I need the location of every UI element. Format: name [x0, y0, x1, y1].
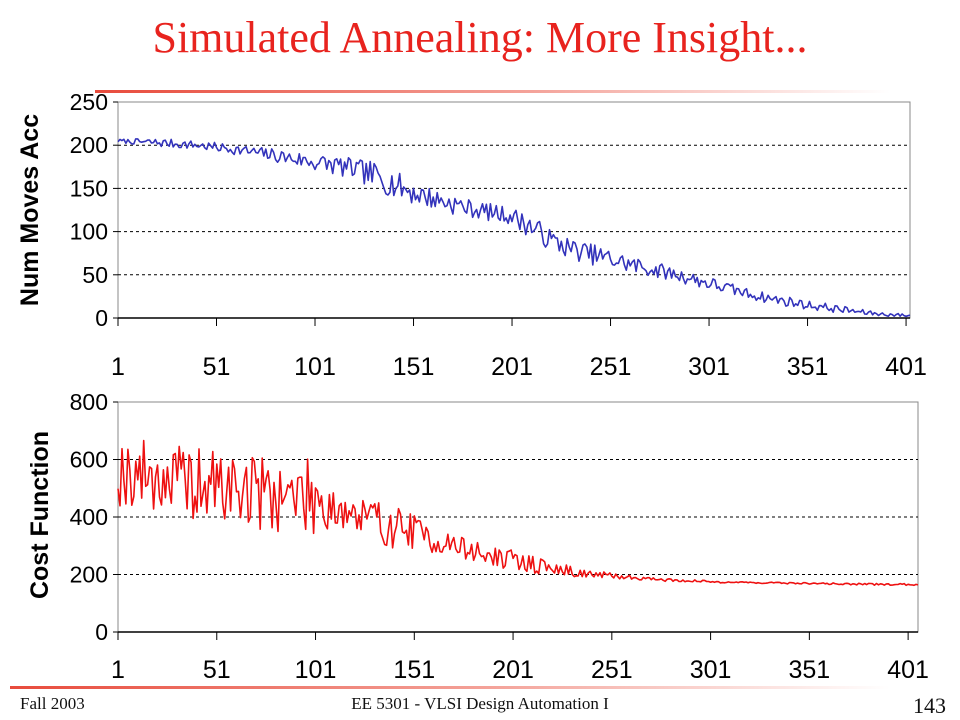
y-tick-label: 100: [70, 219, 108, 245]
slide-title: Simulated Annealing: More Insight...: [152, 13, 808, 62]
x-tick-label: 151: [393, 353, 435, 381]
x-tick-label: 351: [787, 353, 829, 381]
y-tick-label: 800: [70, 389, 108, 415]
x-tick-label: 101: [295, 656, 337, 684]
x-tick-label: 51: [203, 656, 231, 684]
x-tick-label: 351: [788, 656, 830, 684]
footer-date: Fall 2003: [20, 694, 85, 713]
x-tick-label: 1: [111, 353, 125, 381]
x-tick-label: 151: [393, 656, 435, 684]
series-line: [117, 439, 919, 587]
y-tick-label: 400: [70, 504, 108, 530]
x-tick-label: 251: [591, 656, 633, 684]
y-tick-label: 200: [70, 132, 108, 158]
footer-course: EE 5301 - VLSI Design Automation I: [351, 694, 609, 713]
x-tick-label: 401: [887, 656, 929, 684]
y-tick-label: 150: [70, 175, 108, 201]
x-tick-label: 251: [590, 353, 632, 381]
y-axis-label: Cost Function: [26, 431, 54, 599]
x-tick-label: 401: [885, 353, 927, 381]
y-tick-label: 0: [95, 619, 108, 645]
x-tick-label: 101: [294, 353, 336, 381]
y-tick-label: 600: [70, 447, 108, 473]
y-tick-label: 200: [70, 562, 108, 588]
x-tick-label: 301: [688, 353, 730, 381]
y-axis-label: Num Moves Acc: [16, 114, 44, 306]
x-tick-label: 201: [492, 656, 534, 684]
y-tick-label: 50: [82, 262, 108, 288]
footer-divider: [10, 686, 890, 689]
x-tick-label: 301: [690, 656, 732, 684]
x-tick-label: 51: [203, 353, 231, 381]
y-tick-label: 0: [95, 305, 108, 331]
y-tick-label: 250: [70, 89, 108, 115]
page-number: 143: [913, 693, 946, 718]
x-tick-label: 1: [111, 656, 125, 684]
x-tick-label: 201: [491, 353, 533, 381]
series-line: [117, 138, 911, 318]
plot-area: [117, 101, 911, 319]
title-divider: [95, 90, 890, 93]
